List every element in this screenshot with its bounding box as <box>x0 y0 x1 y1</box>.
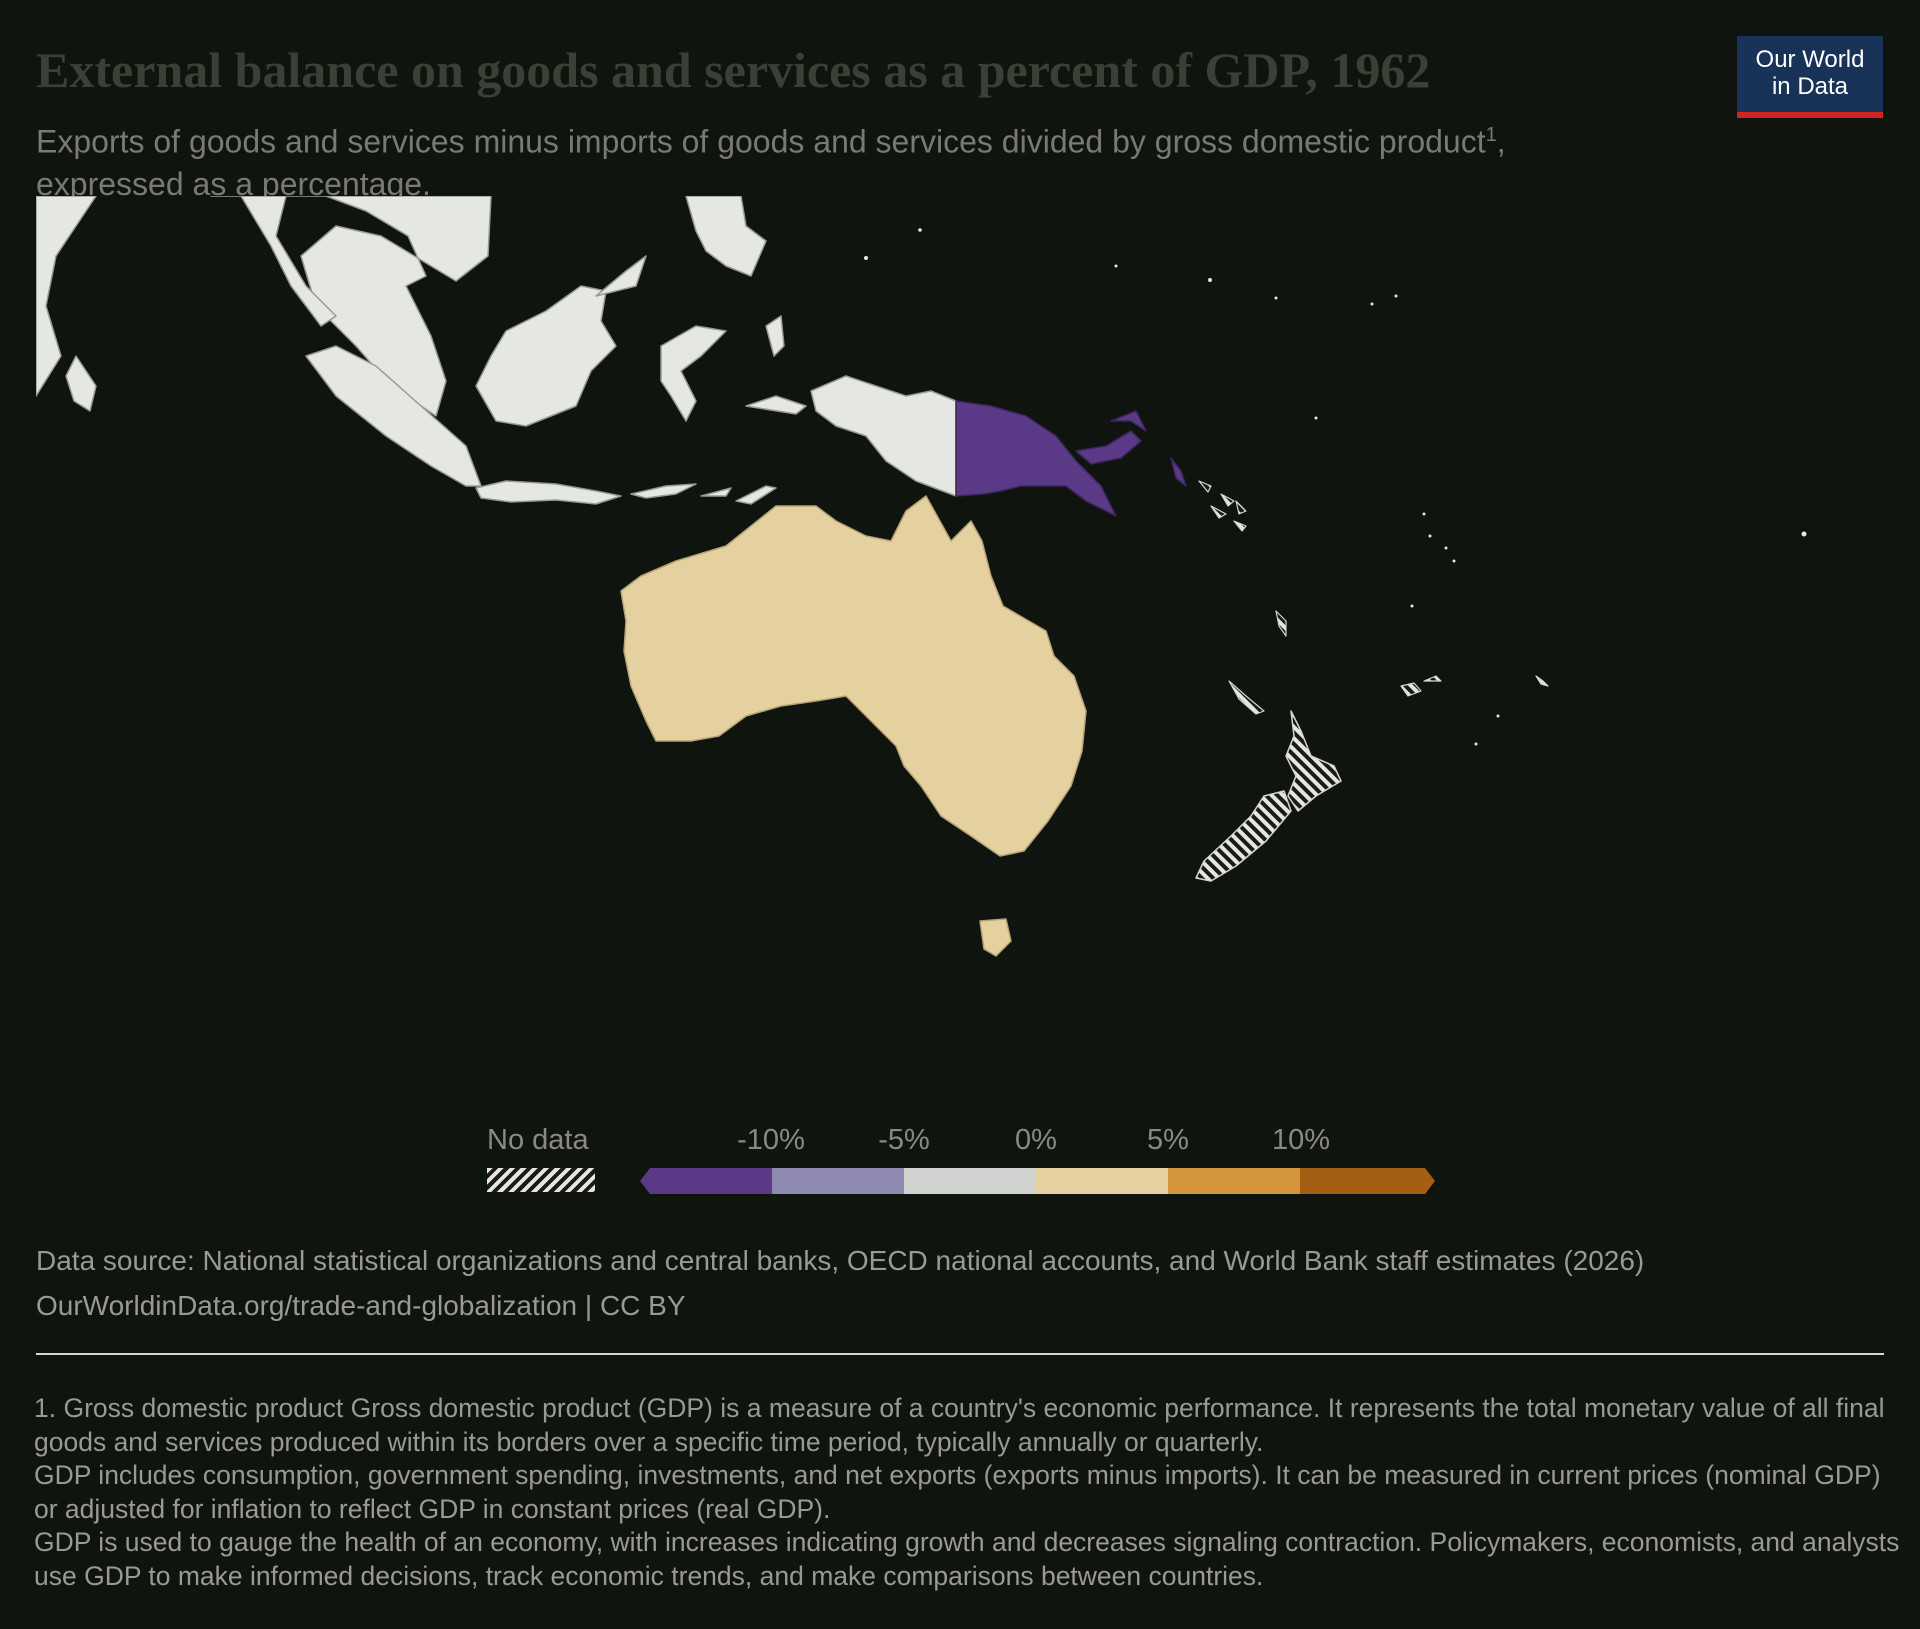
region-sulawesi[interactable] <box>660 325 727 422</box>
legend-bin-minus10-minus5[interactable] <box>772 1168 904 1194</box>
islet-11 <box>1444 546 1448 550</box>
region-papua-new-guinea[interactable] <box>955 400 1117 517</box>
islet-10 <box>1428 534 1432 538</box>
legend-bin-0-5[interactable] <box>1036 1168 1168 1194</box>
islet-13 <box>1410 604 1414 608</box>
footnote-ref[interactable]: 1 <box>1485 124 1497 146</box>
legend-no-data-swatch[interactable] <box>487 1168 595 1192</box>
islet-9 <box>1422 512 1426 516</box>
chart-title: External balance on goods and services a… <box>36 42 1431 98</box>
region-mainland-southeast-asia[interactable] <box>36 196 97 397</box>
divider <box>36 1353 1884 1355</box>
region-vanuatu[interactable] <box>1275 610 1287 637</box>
islet-5 <box>1274 296 1278 300</box>
footnote-paragraph-3: GDP is used to gauge the health of an ec… <box>34 1527 1900 1591</box>
region-australia[interactable] <box>620 495 1087 857</box>
logo-line-2: in Data <box>1771 73 1849 100</box>
footnote-paragraph-2: GDP includes consumption, government spe… <box>34 1460 1881 1524</box>
legend-tick-label: 0% <box>1015 1124 1057 1156</box>
region-lesser-sunda[interactable] <box>630 483 777 505</box>
islet-4 <box>1208 278 1212 282</box>
islet-3 <box>1114 264 1118 268</box>
legend-tick-label: -10% <box>737 1124 805 1156</box>
islet-7 <box>1394 294 1398 298</box>
source-link[interactable]: OurWorldinData.org/trade-and-globalizati… <box>36 1290 686 1321</box>
region-new-caledonia[interactable] <box>1228 680 1265 715</box>
region-tasmania[interactable] <box>979 918 1012 957</box>
legend-bin-minus5-0[interactable] <box>904 1168 1036 1194</box>
legend-bin-gt-10[interactable] <box>1300 1168 1435 1194</box>
footnote: 1. Gross domestic product Gross domestic… <box>34 1392 1904 1593</box>
region-new-britain[interactable] <box>1075 410 1147 465</box>
map-svg <box>36 196 1807 957</box>
region-java[interactable] <box>475 480 622 505</box>
region-solomon-islands[interactable] <box>1198 480 1247 532</box>
map-legend: No data -10% -5% 0% 5% 10% <box>0 1120 1920 1200</box>
region-new-zealand-north[interactable] <box>1285 710 1342 812</box>
footnote-paragraph-1: 1. Gross domestic product Gross domestic… <box>34 1393 1885 1457</box>
islet-2 <box>864 256 868 260</box>
region-borneo[interactable] <box>475 285 617 427</box>
logo-line-1: Our World <box>1755 46 1865 73</box>
region-samoa[interactable] <box>1535 675 1549 687</box>
chart-source: Data source: National statistical organi… <box>36 1238 1886 1328</box>
owid-logo[interactable]: Our World in Data <box>1737 36 1883 118</box>
region-vietnam[interactable] <box>240 196 337 327</box>
subtitle-text: Exports of goods and services minus impo… <box>36 123 1486 160</box>
region-new-zealand-south[interactable] <box>1195 790 1292 882</box>
legend-tick-label: -5% <box>878 1124 930 1156</box>
region-western-new-guinea[interactable] <box>810 375 957 497</box>
islet-15 <box>1474 742 1478 746</box>
islet-1 <box>918 228 922 232</box>
legend-no-data-label: No data <box>487 1124 589 1156</box>
islet-8 <box>1314 416 1318 420</box>
legend-tick-label: 5% <box>1147 1124 1189 1156</box>
legend-bin-5-10[interactable] <box>1168 1168 1300 1194</box>
region-malay-peninsula[interactable] <box>65 355 97 412</box>
islet-16 <box>1801 531 1807 537</box>
region-sumatra[interactable] <box>305 345 482 487</box>
legend-tick-label: 10% <box>1271 1124 1331 1156</box>
subtitle-comma: , <box>1496 123 1506 160</box>
islet-14 <box>1496 714 1500 718</box>
region-maluku[interactable] <box>745 315 807 415</box>
region-philippines[interactable] <box>595 196 767 297</box>
source-text: Data source: National statistical organi… <box>36 1245 1645 1276</box>
legend-color-bar <box>640 1168 1435 1194</box>
choropleth-map[interactable] <box>36 196 1884 1091</box>
islet-12 <box>1452 559 1456 563</box>
legend-bin-lt-minus10[interactable] <box>640 1168 772 1194</box>
region-fiji[interactable] <box>1400 675 1442 697</box>
islet-6 <box>1370 302 1374 306</box>
region-bougainville[interactable] <box>1170 457 1187 487</box>
chart-subtitle: Exports of goods and services minus impo… <box>36 114 1636 205</box>
